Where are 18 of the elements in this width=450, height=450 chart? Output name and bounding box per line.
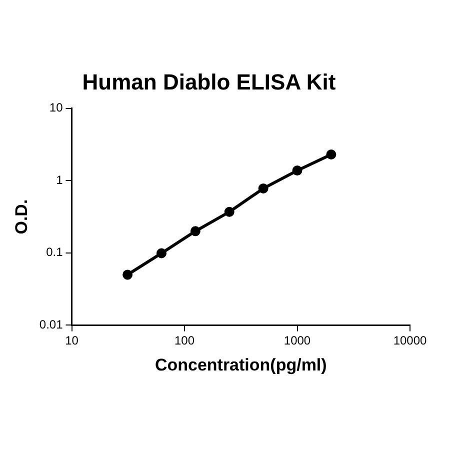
chart-title: Human Diablo ELISA Kit — [82, 69, 336, 94]
y-tick-label: 10 — [49, 100, 64, 115]
x-tick-label: 100 — [174, 334, 195, 348]
y-axis-title: O.D. — [12, 199, 31, 234]
x-tick-label: 10 — [65, 334, 79, 348]
point — [326, 150, 336, 160]
x-tick-label: 10000 — [393, 334, 428, 348]
y-tick-label: 1 — [56, 172, 64, 187]
point — [122, 270, 133, 280]
point — [292, 166, 302, 176]
point — [156, 248, 166, 258]
y-tick-label: 0.1 — [46, 245, 64, 260]
point — [258, 183, 268, 194]
x-axis-title: Concentration(pg/ml) — [154, 355, 327, 374]
point — [224, 206, 234, 217]
point — [190, 226, 200, 236]
y-tick-label: 0.01 — [39, 318, 64, 332]
x-tick-label: 1000 — [284, 334, 311, 348]
